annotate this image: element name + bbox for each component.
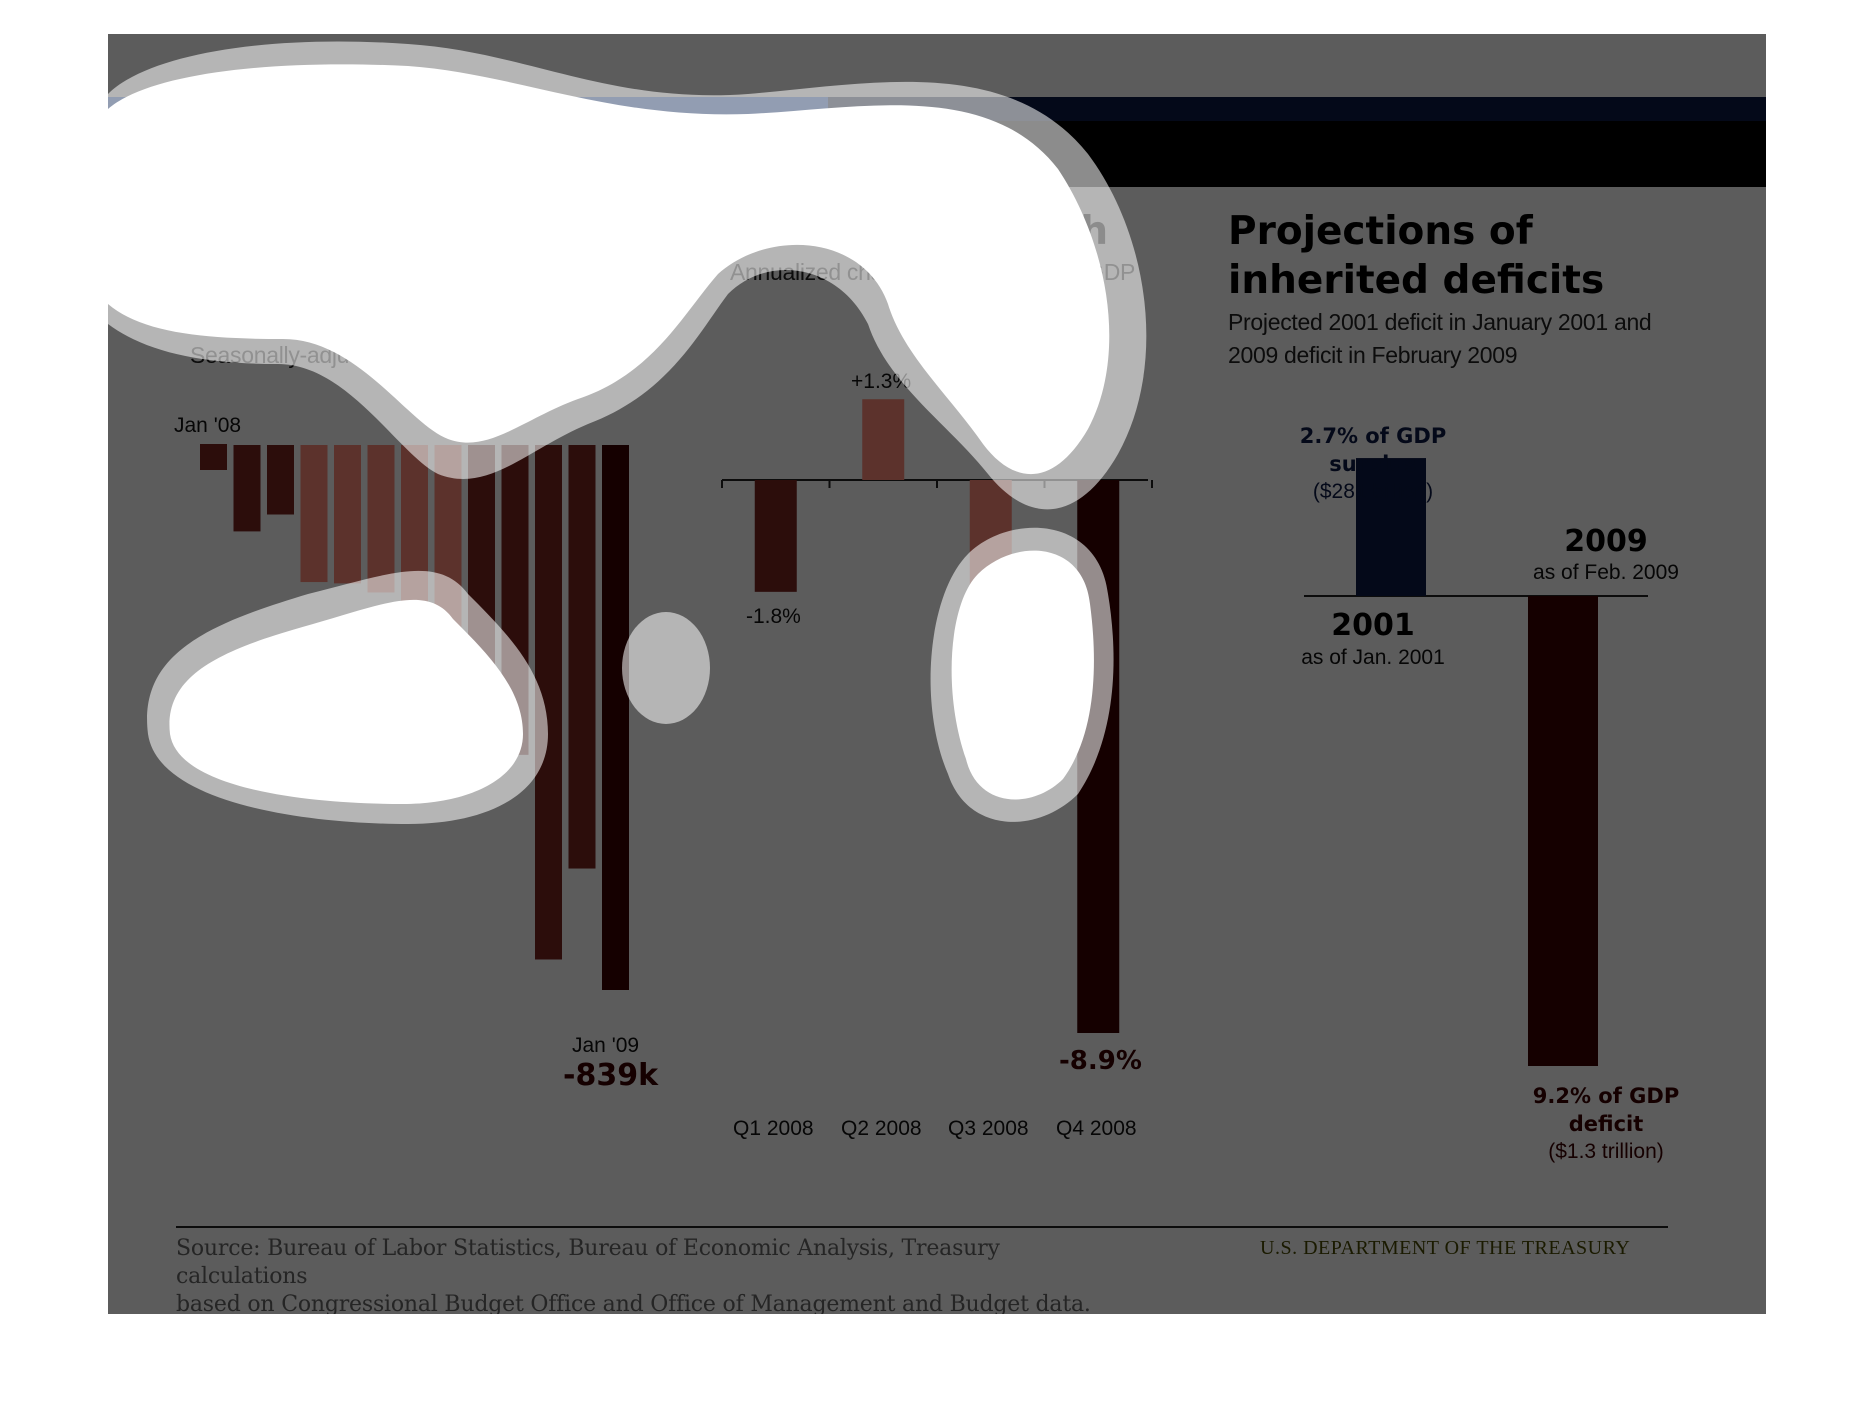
jobs-bar-2: [233, 445, 261, 532]
jobs-bar-8: [434, 445, 462, 634]
gdp-value-label-q4: -8.9%: [1059, 1046, 1142, 1076]
year-2009-label: 2009: [1564, 524, 1648, 559]
deficit-label-line1: 9.2% of GDP: [1532, 1084, 1680, 1108]
jobs-end-label: Jan '09: [572, 1034, 640, 1057]
gdp-bar-q1-2008: [754, 480, 797, 592]
deficit-bar-2001: [1356, 458, 1426, 596]
surplus-label-line1: 2.7% of GDP: [1299, 424, 1447, 448]
jobs-bar-10: [501, 445, 529, 755]
gdp-category-q3: Q3 2008: [948, 1117, 1029, 1140]
department-name: U.S. DEPARTMENT OF THE TREASURY: [1260, 1237, 1631, 1259]
gdp-bar-q2-2008: [862, 399, 905, 480]
jobs-start-label: Jan '08: [174, 414, 242, 437]
surplus-label-line2: surplus: [1329, 452, 1417, 476]
gdp-value-label-q1: -1.8%: [746, 605, 801, 628]
jobs-bar-3: [267, 445, 294, 515]
deficit-label-line2: deficit: [1568, 1112, 1644, 1136]
deficit-bar-2009: [1528, 596, 1598, 1066]
slide: Crisis Response 5 The Inherited Crisis Pr…: [108, 34, 1766, 1314]
gdp-category-q1: Q1 2008: [733, 1117, 814, 1140]
source-line-2: based on Congressional Budget Office and…: [176, 1292, 1091, 1314]
year-2001-label: 2001: [1331, 608, 1415, 643]
jobs-bar-9: [468, 445, 495, 720]
gdp-category-q4: Q4 2008: [1056, 1117, 1137, 1140]
gdp-category-q2: Q2 2008: [841, 1117, 922, 1140]
surplus-label-line3: ($281 billion): [1312, 480, 1434, 503]
jobs-bar-12: [568, 445, 596, 869]
jobs-bar-13: [602, 445, 629, 990]
jobs-bar-1: [200, 444, 227, 470]
jobs-bar-5: [334, 445, 361, 584]
footer-rule: [176, 1226, 1668, 1228]
gdp-value-label-q2: +1.3%: [851, 370, 912, 393]
jobs-bar-11: [535, 445, 562, 960]
gdp-bar-q3-2008: [969, 480, 1012, 710]
jobs-bar-6: [367, 445, 395, 593]
year-2001-note: as of Jan. 2001: [1301, 646, 1445, 669]
deficit-label-line3: ($1.3 trillion): [1548, 1140, 1664, 1163]
jobs-end-value-label: -839k: [563, 1058, 659, 1093]
gdp-bar-q4-2008: [1077, 480, 1120, 1033]
year-2009-note: as of Feb. 2009: [1533, 561, 1679, 584]
gdp-value-label-q3: -3.7%: [959, 724, 1014, 747]
source-line-1: Source: Bureau of Labor Statistics, Bure…: [176, 1236, 1000, 1289]
jobs-bar-4: [300, 445, 328, 583]
source-note: Source: Bureau of Labor Statistics, Bure…: [176, 1235, 1136, 1314]
jobs-bar-7: [401, 445, 428, 610]
